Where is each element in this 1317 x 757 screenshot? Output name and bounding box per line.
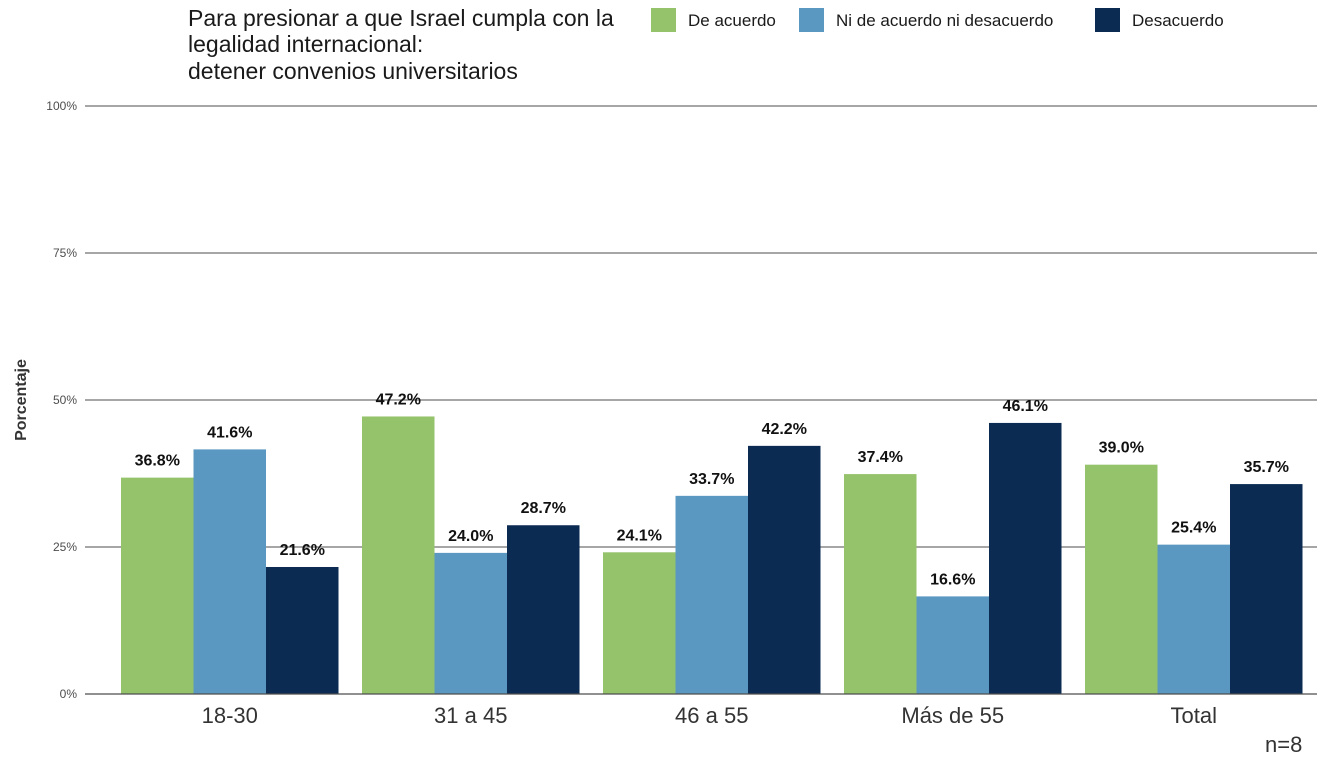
title-line-2: legalidad internacional: xyxy=(188,31,423,57)
x-tick-label: Más de 55 xyxy=(901,703,1004,728)
bar-de-acuerdo-2 xyxy=(362,416,435,694)
y-axis-label: Porcentaje xyxy=(13,359,30,441)
legend-label-de-acuerdo: De acuerdo xyxy=(688,11,776,30)
bar-de-acuerdo-1 xyxy=(121,477,194,694)
x-tick-label: Total xyxy=(1171,703,1217,728)
bar-ni-de-acuerdo-2 xyxy=(434,552,507,694)
legend-label-ni-de-acuerdo: Ni de acuerdo ni desacuerdo xyxy=(836,11,1053,30)
y-tick-label: 0% xyxy=(60,687,78,701)
bar-de-acuerdo-4 xyxy=(844,474,917,694)
bar-desacuerdo-1 xyxy=(266,566,339,694)
x-tick-label: 46 a 55 xyxy=(675,703,748,728)
data-label-de-acuerdo-3: 24.1% xyxy=(617,527,662,544)
chart-title: Para presionar a que Israel cumpla con l… xyxy=(188,5,614,84)
bar-ni-de-acuerdo-5 xyxy=(1157,544,1230,694)
x-axis-ticks: 18-30 31 a 45 46 a 55 Más de 55 Total xyxy=(202,703,1217,728)
bar-desacuerdo-2 xyxy=(507,525,580,694)
y-tick-label: 25% xyxy=(53,540,77,554)
data-label-ni-de-acuerdo-4: 16.6% xyxy=(930,571,975,588)
x-tick-label: 18-30 xyxy=(202,703,258,728)
bar-de-acuerdo-5 xyxy=(1085,464,1158,694)
data-label-ni-de-acuerdo-2: 24.0% xyxy=(448,528,493,545)
data-label-de-acuerdo-2: 47.2% xyxy=(376,391,421,408)
bar-desacuerdo-4 xyxy=(989,422,1062,694)
y-tick-label: 50% xyxy=(53,393,77,407)
bar-ni-de-acuerdo-4 xyxy=(916,596,989,694)
title-line-1: Para presionar a que Israel cumpla con l… xyxy=(188,5,614,31)
x-tick-label: 31 a 45 xyxy=(434,703,507,728)
bar-desacuerdo-5 xyxy=(1230,484,1303,694)
title-line-3: detener convenios universitarios xyxy=(188,58,518,84)
legend: De acuerdo Ni de acuerdo ni desacuerdo D… xyxy=(651,8,1224,32)
data-label-de-acuerdo-1: 36.8% xyxy=(135,453,180,470)
y-tick-label: 100% xyxy=(46,99,77,113)
data-label-desacuerdo-4: 46.1% xyxy=(1003,398,1048,415)
bar-ni-de-acuerdo-3 xyxy=(675,495,748,694)
data-label-de-acuerdo-4: 37.4% xyxy=(858,449,903,466)
bar-desacuerdo-3 xyxy=(748,445,821,694)
sample-size-caption: n=8 xyxy=(1265,732,1302,757)
bar-de-acuerdo-3 xyxy=(603,552,676,694)
legend-swatch-ni-de-acuerdo xyxy=(799,8,824,32)
y-tick-label: 75% xyxy=(53,246,77,260)
legend-swatch-de-acuerdo xyxy=(651,8,676,32)
data-label-de-acuerdo-5: 39.0% xyxy=(1099,440,1144,457)
legend-label-desacuerdo: Desacuerdo xyxy=(1132,11,1224,30)
data-label-desacuerdo-2: 28.7% xyxy=(521,500,566,517)
data-label-desacuerdo-1: 21.6% xyxy=(280,542,325,559)
bar-ni-de-acuerdo-1 xyxy=(193,449,266,694)
data-label-ni-de-acuerdo-5: 25.4% xyxy=(1171,520,1216,537)
data-label-ni-de-acuerdo-3: 33.7% xyxy=(689,471,734,488)
data-label-desacuerdo-3: 42.2% xyxy=(762,421,807,438)
y-axis-ticks: 0% 25% 50% 75% 100% xyxy=(46,99,77,701)
legend-swatch-desacuerdo xyxy=(1095,8,1120,32)
bars xyxy=(121,416,1303,694)
data-label-desacuerdo-5: 35.7% xyxy=(1244,459,1289,476)
data-label-ni-de-acuerdo-1: 41.6% xyxy=(207,424,252,441)
data-labels: 36.8% 41.6% 21.6% 47.2% 24.0% 28.7% 24.1% 33.7%… xyxy=(135,391,1289,588)
